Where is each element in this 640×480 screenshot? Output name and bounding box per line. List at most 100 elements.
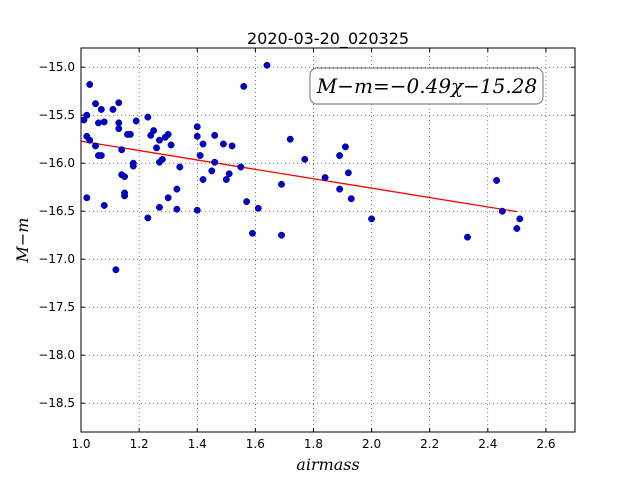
data-point [321,174,329,182]
data-point [94,119,102,127]
x-tick-labels: 1.0 1.2 1.4 1.6 1.8 2.0 2.2 2.4 2.6 [71,437,555,451]
y-tick-label: −15.5 [38,108,75,122]
data-point [173,185,181,193]
x-tick-label: 1.2 [130,437,149,451]
data-point [173,205,181,213]
data-point [97,152,105,159]
data-point [211,131,219,139]
data-point [498,207,506,215]
data-point [237,163,245,171]
data-point [341,143,349,151]
data-point [263,61,271,69]
x-tick-label: 1.6 [246,437,265,451]
data-point [86,81,94,88]
x-axis-label: airmass [296,455,359,474]
data-point [344,169,352,177]
data-point [199,176,207,183]
data-point [347,195,355,203]
data-point [368,215,376,223]
data-point [167,141,175,149]
data-point [156,203,163,211]
y-tick-label: −16.5 [38,204,75,218]
data-point [193,123,201,131]
data-point [464,233,471,241]
y-tick-label: −18.5 [38,396,75,410]
data-point [158,155,166,163]
y-axis-label: M−m [13,218,32,264]
data-point [516,215,524,223]
x-tick-label: 1.4 [188,437,207,451]
plot-area-frame [80,47,576,433]
data-point [129,162,137,170]
data-point [493,177,500,184]
data-point [164,194,172,202]
axis-ticks [80,48,575,432]
data-point [301,155,309,163]
data-point [193,132,201,140]
data-point [208,167,216,175]
x-tick-label: 1.8 [304,437,323,451]
data-point [240,82,248,90]
data-point [248,229,256,237]
y-tick-label: −15.0 [38,60,75,74]
data-point [115,125,123,133]
annotation-text: M−m=−0.49χ−15.28 [316,74,537,98]
fit-line [80,140,517,213]
data-point [156,136,163,144]
data-point [336,152,344,159]
y-tick-labels: −15.0 −15.5 −16.0 −16.5 −17.0 −17.5 −18.0 −18.5 [38,60,75,410]
data-point [286,135,294,143]
data-point [92,142,99,150]
data-point [228,142,236,150]
data-point [254,204,262,212]
data-point [100,118,108,126]
data-point [150,127,158,135]
data-point [164,130,172,138]
data-point [219,140,227,148]
y-tick-label: −16.0 [38,156,75,170]
data-point [118,146,126,154]
data-point [513,225,521,232]
data-point [211,158,219,166]
data-point [115,99,123,107]
y-tick-label: −17.5 [38,300,75,314]
x-tick-label: 2.6 [536,437,555,451]
data-point [126,130,134,138]
chart-title: 2020-03-20_020325 [247,29,409,49]
data-points [80,61,524,274]
data-point [153,144,161,152]
data-point [83,194,91,202]
data-point [193,206,201,214]
data-point [199,140,207,148]
data-point [278,180,285,188]
data-point [112,266,120,274]
data-point [336,185,344,193]
annotation-box [309,67,544,105]
data-point [243,198,251,206]
data-point [92,100,99,108]
y-tick-label: −18.0 [38,348,75,362]
data-point [225,170,233,178]
y-tick-label: −17.0 [38,252,75,266]
data-point [100,201,108,209]
data-point [144,113,152,121]
data-point [109,105,117,113]
data-point [132,117,140,125]
data-point [86,136,94,144]
data-point [144,214,152,222]
data-point [97,105,105,113]
data-point [176,163,184,171]
x-tick-label: 1.0 [71,437,90,451]
data-point [196,152,204,159]
x-tick-label: 2.0 [362,437,381,451]
data-point [121,189,129,197]
fit-line-group [80,140,517,213]
data-point [222,176,230,183]
data-point [278,231,285,239]
x-tick-label: 2.4 [478,437,497,451]
x-tick-label: 2.2 [420,437,439,451]
fit-annotation: M−m=−0.49χ−15.28 [309,67,544,105]
data-point [121,173,129,181]
data-point [115,119,123,127]
